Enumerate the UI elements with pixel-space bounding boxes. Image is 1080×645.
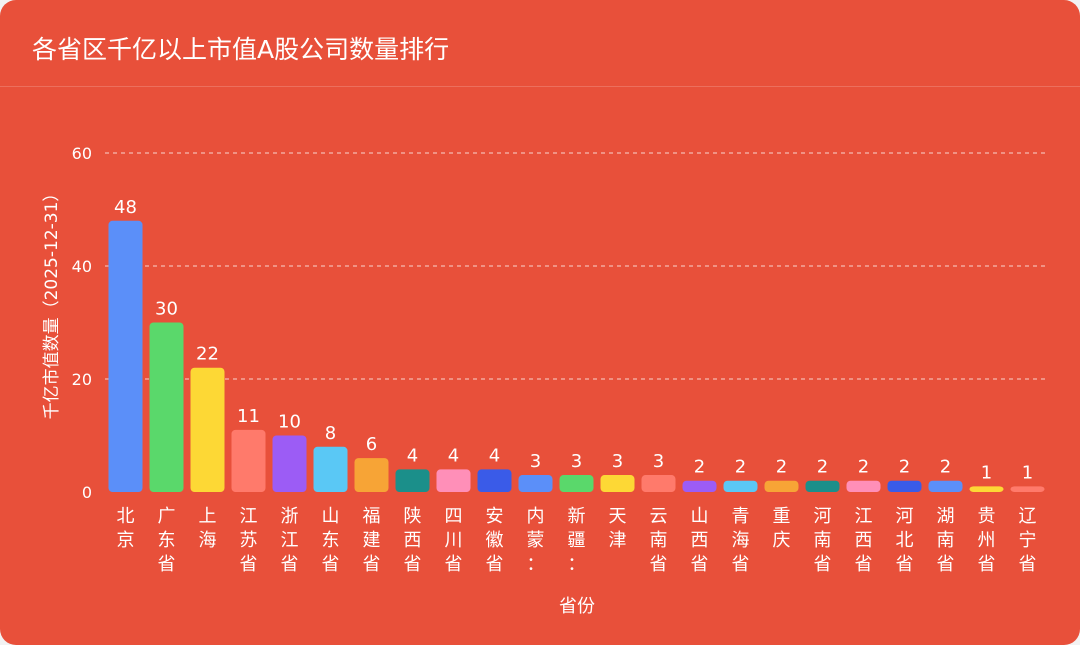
bar bbox=[928, 480, 963, 492]
x-tick-label: 上海 bbox=[199, 506, 217, 551]
data-label: 2 bbox=[858, 457, 869, 478]
data-label: 4 bbox=[407, 445, 418, 466]
data-label: 3 bbox=[653, 451, 664, 472]
bar bbox=[231, 429, 266, 492]
x-tick-label: 重庆 bbox=[773, 506, 791, 551]
data-label: 22 bbox=[196, 344, 219, 365]
data-label: 2 bbox=[817, 457, 828, 478]
data-label: 4 bbox=[448, 445, 459, 466]
bar bbox=[1010, 486, 1045, 492]
x-tick-label: 广东省 bbox=[158, 506, 176, 575]
x-tick-label: 福建省 bbox=[363, 506, 381, 575]
bar bbox=[682, 480, 717, 492]
chart-title: 各省区千亿以上市值A股公司数量排行 bbox=[32, 35, 450, 64]
y-tick-label: 20 bbox=[72, 370, 92, 389]
data-label: 11 bbox=[237, 406, 260, 427]
x-tick-label: 江西省 bbox=[855, 506, 873, 575]
x-tick-label: 北京 bbox=[117, 506, 135, 551]
bars bbox=[108, 220, 1045, 493]
bar bbox=[887, 480, 922, 492]
bar bbox=[805, 480, 840, 492]
data-label: 4 bbox=[489, 445, 500, 466]
x-tick-label: 新疆： bbox=[568, 506, 586, 575]
title-divider bbox=[0, 86, 1080, 87]
data-label: 2 bbox=[940, 457, 951, 478]
data-label: 2 bbox=[776, 457, 787, 478]
y-tick-label: 0 bbox=[82, 483, 92, 502]
x-tick-label: 江苏省 bbox=[240, 506, 258, 575]
bar bbox=[313, 446, 348, 492]
y-tick-label: 40 bbox=[72, 257, 92, 276]
bar bbox=[477, 469, 512, 492]
data-label: 3 bbox=[530, 451, 541, 472]
data-label: 2 bbox=[735, 457, 746, 478]
data-label: 3 bbox=[612, 451, 623, 472]
bar bbox=[723, 480, 758, 492]
x-tick-label: 山东省 bbox=[322, 506, 340, 575]
x-tick-label: 湖南省 bbox=[937, 506, 955, 575]
x-tick-label: 河北省 bbox=[896, 506, 914, 575]
grid-lines bbox=[105, 152, 1048, 380]
bar bbox=[764, 480, 799, 492]
y-axis-ticks: 0 20 40 60 bbox=[72, 144, 92, 502]
bar bbox=[641, 475, 676, 492]
bar bbox=[600, 475, 635, 492]
x-tick-label: 青海省 bbox=[732, 506, 750, 575]
x-tick-label: 天津 bbox=[609, 506, 627, 551]
bar bbox=[149, 322, 184, 492]
x-tick-label: 浙江省 bbox=[281, 506, 299, 575]
bar bbox=[518, 475, 553, 492]
data-label: 48 bbox=[114, 197, 137, 218]
bar bbox=[395, 469, 430, 492]
x-tick-label: 辽宁省 bbox=[1019, 506, 1037, 575]
data-label: 6 bbox=[366, 434, 377, 455]
x-tick-label: 云南省 bbox=[650, 506, 668, 575]
x-tick-label: 安徽省 bbox=[486, 506, 504, 575]
data-label: 1 bbox=[1022, 462, 1033, 483]
bar bbox=[436, 469, 471, 492]
bar bbox=[846, 480, 881, 492]
data-label: 30 bbox=[155, 299, 178, 320]
bar bbox=[559, 475, 594, 492]
data-label: 1 bbox=[981, 462, 992, 483]
x-tick-label: 贵州省 bbox=[978, 506, 996, 575]
x-tick-label: 内蒙： bbox=[527, 506, 545, 575]
x-tick-label: 陕西省 bbox=[404, 506, 422, 575]
bar bbox=[190, 367, 225, 492]
data-label: 8 bbox=[325, 423, 336, 444]
bar bbox=[354, 458, 389, 492]
x-tick-label: 四川省 bbox=[445, 506, 463, 575]
data-label: 3 bbox=[571, 451, 582, 472]
x-axis-ticks: 北京 广东省 上海 江苏省 浙江省 山东省 福建省 陕西省 四川省 安徽省 内蒙： 新疆： 天津 云南省 山… bbox=[117, 506, 1037, 575]
x-axis-label: 省份 bbox=[559, 596, 595, 617]
x-tick-label: 山西省 bbox=[691, 506, 709, 575]
data-label: 2 bbox=[694, 457, 705, 478]
bar bbox=[969, 486, 1004, 492]
x-tick-label: 河南省 bbox=[814, 506, 832, 575]
y-axis-label: 千亿市值数量（2025-12-31） bbox=[42, 185, 62, 420]
data-label: 10 bbox=[278, 412, 301, 433]
y-tick-label: 60 bbox=[72, 144, 92, 163]
data-label: 2 bbox=[899, 457, 910, 478]
bar bbox=[108, 220, 143, 493]
bar bbox=[272, 435, 307, 492]
